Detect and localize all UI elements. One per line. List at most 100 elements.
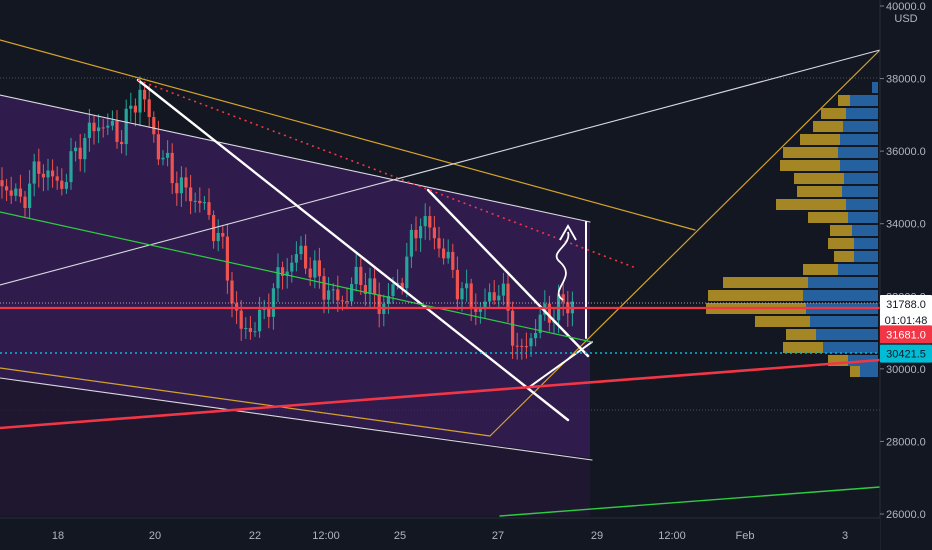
candle-body [304,245,308,269]
candle-body [524,346,528,348]
candle-body [354,266,358,285]
candle-body [198,200,202,204]
candle-body [271,288,275,317]
white-descending-line[interactable] [136,78,570,422]
projection-arrow-head[interactable] [559,224,577,241]
candle-body [97,127,101,132]
candle-body [538,314,542,333]
candle-body [87,122,91,138]
price-tick-label: 38000.0 [886,74,926,86]
volume-profile-bar-sell [797,186,842,197]
volume-profile-bar-sell [780,160,840,171]
time-tick-label: Feb [736,530,755,542]
candle-body [124,108,128,145]
candle-body [244,327,248,329]
candle-body [359,266,363,285]
volume-profile-bar-buy [803,290,878,301]
red-support-line[interactable] [0,358,882,430]
candle-body [336,289,340,301]
candle-body [561,294,565,303]
volume-profile-bar-sell [828,238,854,249]
candle-body [267,307,271,317]
candle-body [101,127,105,129]
volume-profile-bar-sell [783,342,823,353]
candle-body [106,125,110,128]
candle-body [511,310,515,346]
white-short-line[interactable] [527,341,593,389]
price-label-value: 31681.0 [886,329,926,341]
candle-body [152,117,156,135]
candle-body [258,309,262,332]
white-descending-line-2[interactable] [426,188,590,358]
candle-body [386,295,390,304]
volume-profile-bar-buy [838,147,878,158]
green-bottom-line[interactable] [499,486,881,517]
volume-profile-bar-buy [846,108,878,119]
gold-resistance-line[interactable] [0,39,696,231]
candle-body [129,105,133,109]
candle-body [253,331,257,333]
price-tick-label: 26000.0 [886,509,926,521]
volume-profile [706,82,878,377]
price-label-tag[interactable] [880,325,932,344]
candle-body [55,176,59,181]
candle-body [239,310,243,329]
volume-profile-bar-buy [846,199,878,210]
white-rising-line[interactable] [0,49,881,286]
candle-body [363,284,367,294]
candle-body [322,276,326,300]
volume-profile-bar-sell [786,329,816,340]
gold-rising-line[interactable] [489,49,881,437]
candle-body [313,260,317,278]
price-label-value: 31788.0 [886,299,926,311]
time-axis-background [0,518,880,550]
candle-body [345,301,349,303]
candle-body [207,202,211,216]
volume-profile-bar-sell [850,366,860,377]
price-label-value: 01:01:48 [885,315,928,327]
trendlines[interactable] [0,39,882,517]
candle-body [391,284,395,296]
candle-body [465,283,469,289]
volume-profile-bar-buy [808,277,878,288]
volume-profile-bar-sell [830,225,852,236]
volume-profile-bar-buy [838,264,878,275]
candle-body [442,248,446,259]
price-tick-label: 36000.0 [886,146,926,158]
candle-body [529,338,533,347]
candle-body [469,283,473,308]
volume-profile-bar-sell [783,147,838,158]
price-label-tag[interactable] [880,310,932,329]
volume-profile-bar-buy [854,238,878,249]
candle-body [69,151,73,183]
candle-body [0,180,4,187]
volume-profile-bar-sell [834,251,854,262]
price-label-tag[interactable] [880,344,932,363]
volume-profile-bar-sell [821,108,846,119]
volume-profile-bar-buy [823,342,878,353]
volume-profile-bar-buy [816,329,878,340]
volume-profile-bar-sell [838,95,850,106]
candle-body [405,256,409,289]
volume-profile-bar-buy [840,134,878,145]
price-tick-label: 40000.0 [886,1,926,13]
channel-bottom-line[interactable] [0,377,593,461]
candle-body [419,226,423,239]
candle-body [534,332,538,339]
green-median-line[interactable] [0,211,593,343]
candle-body [133,105,137,113]
volume-profile-bar-buy [854,251,878,262]
projection-arrow[interactable] [555,231,570,301]
time-tick-label: 25 [394,530,406,542]
price-label-tag[interactable] [880,294,932,313]
gold-support-line[interactable] [0,367,491,437]
volume-profile-bar-sell [813,121,843,132]
time-axis[interactable]: 18 20 22 12:00 25 27 29 12:00 Feb 3 [0,517,880,550]
candle-body [428,216,432,228]
time-tick-label: 12:00 [312,530,340,542]
price-axis[interactable]: USD40000.038000.036000.034000.032000.030… [879,0,932,550]
volume-profile-bar-buy [842,186,878,197]
time-tick-label: 12:00 [658,530,686,542]
channel-top-line[interactable] [0,94,591,223]
